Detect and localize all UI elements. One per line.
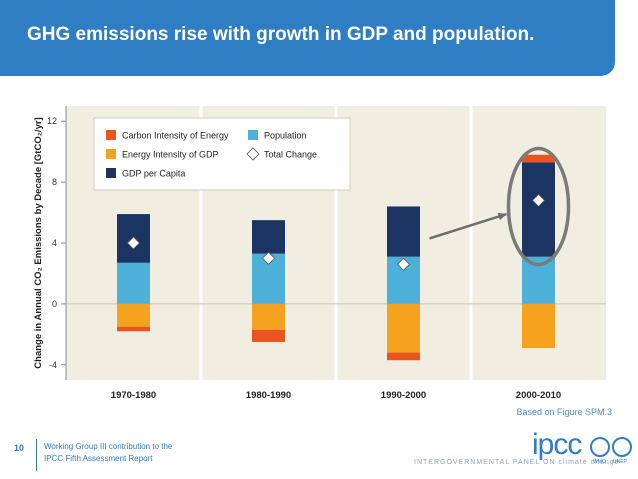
highlight-arrow-line [429,212,507,240]
chart-legend: Carbon Intensity of Energy Population Ener… [93,117,351,191]
legend-swatch-population [248,130,258,140]
bar-carbon-intensity-of-energy-1980-1990 [252,329,285,342]
title-banner: GHG emissions rise with growth in GDP an… [0,0,615,76]
ipcc-logo: ipcc [532,428,582,461]
x-tick-label-1970-1980: 1970-1980 [111,390,156,401]
total-change-marker-1980-1990 [261,251,276,265]
bar-population-1970-1980 [117,262,150,304]
legend-swatch-energy-intensity-of-gdp [106,149,116,159]
ipcc-tagline: INTERGOVERNMENTAL PANEL ON climate chang… [414,459,620,466]
y-tick-label: 12 [47,116,57,126]
footer-line-1: Working Group III contribution to the [44,442,173,451]
footer-caption: Working Group III contribution to the IP… [44,441,244,465]
y-tick-label: 4 [52,238,57,248]
y-tick-label: 0 [52,299,57,309]
legend-label: Total Change [264,150,317,160]
footer-line-2: IPCC Fifth Assessment Report [44,454,153,463]
bar-gdp-per-capita-1980-1990 [252,220,285,254]
bar-gdp-per-capita-2000-2010 [522,162,555,257]
total-change-marker-2000-2010 [531,193,546,207]
y-axis-label: Change in Annual CO₂ Emissions by Decade… [33,117,44,368]
legend-box [93,117,351,191]
bar-carbon-intensity-of-energy-2000-2010 [522,154,555,163]
source-note: Based on Figure SPM.3 [516,407,612,417]
page-title: GHG emissions rise with growth in GDP an… [27,24,535,45]
legend-label: Energy Intensity of GDP [122,150,219,160]
highlight-ellipse [506,146,571,267]
x-tick-label-1990-2000: 1990-2000 [381,390,426,401]
bar-carbon-intensity-of-energy-1970-1980 [117,326,150,332]
bar-carbon-intensity-of-energy-1990-2000 [387,352,420,361]
legend-swatch-total-change [246,147,260,161]
legend-label: Carbon Intensity of Energy [122,131,229,141]
unep-label: UNEP [613,459,627,465]
bar-energy-intensity-of-gdp-2000-2010 [522,303,555,349]
highlight-arrow-head [497,212,507,221]
bar-energy-intensity-of-gdp-1980-1990 [252,303,285,330]
x-tick-label-2000-2010: 2000-2010 [516,390,561,401]
x-tick-label-1980-1990: 1980-1990 [246,390,291,401]
y-tick-label: -4 [49,360,57,370]
wmo-label: WMO [593,459,606,465]
unep-logo-icon [612,437,632,457]
legend-swatch-gdp-per-capita [106,168,116,178]
legend-swatch-carbon-intensity-of-energy [106,130,116,140]
page-number: 10 [14,443,25,453]
y-tick-label: 8 [52,177,57,187]
bar-energy-intensity-of-gdp-1970-1980 [117,303,150,327]
bar-gdp-per-capita-1990-2000 [387,206,420,257]
footer-divider [36,439,37,471]
wmo-logo-icon [590,437,610,457]
legend-label: GDP per Capita [122,169,185,179]
legend-label: Population [264,131,307,141]
total-change-marker-1990-2000 [396,257,411,271]
total-change-marker-1970-1980 [126,236,141,250]
bar-energy-intensity-of-gdp-1990-2000 [387,303,420,353]
